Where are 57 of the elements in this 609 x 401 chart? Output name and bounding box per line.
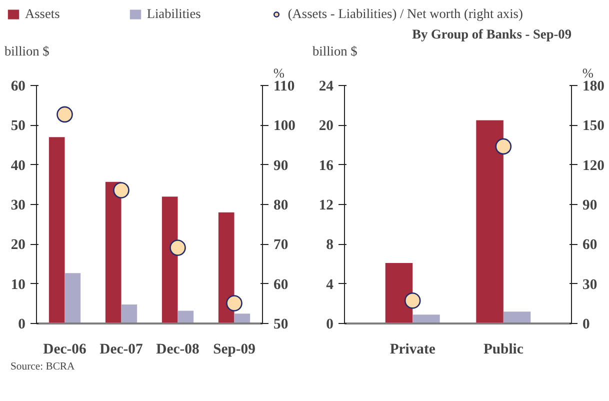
bar: [162, 196, 178, 324]
y2-tick-label: 70: [274, 237, 288, 254]
point: [170, 240, 186, 256]
point: [226, 295, 242, 312]
y-tick-label: 4: [326, 276, 334, 293]
legend-label: Assets: [25, 6, 60, 22]
y2-tick-label: 150: [582, 118, 604, 134]
bar: [121, 304, 138, 324]
y-tick-label: 50: [10, 118, 26, 134]
source-note: Source: BCRA: [10, 362, 76, 372]
bar: [48, 137, 65, 324]
y2-tick-label: 60: [582, 237, 598, 254]
y2-tick-label: 110: [274, 78, 295, 94]
y-axis-title: billion $: [4, 44, 50, 58]
x-tick-label: Private: [390, 342, 436, 358]
y2-tick-label: 80: [274, 198, 288, 214]
y2-axis-title: %: [273, 66, 285, 80]
y-tick-label: 40: [10, 158, 26, 174]
y-tick-label: 0: [326, 316, 334, 332]
y-axis-title: billion $: [312, 44, 358, 58]
x-tick-label: Dec-08: [156, 342, 200, 358]
y2-tick-label: 100: [274, 118, 296, 134]
bar: [412, 314, 440, 324]
bar: [218, 212, 234, 324]
y-tick-label: 60: [10, 78, 26, 94]
point: [113, 182, 130, 198]
y2-tick-label: 60: [274, 276, 288, 293]
y2-tick-label: 0: [582, 316, 590, 332]
y-tick-label: 20: [10, 237, 26, 254]
y-tick-label: 16: [318, 158, 334, 174]
y2-tick-label: 50: [274, 316, 288, 332]
point: [56, 106, 73, 123]
bar: [105, 182, 122, 324]
y2-tick-label: 180: [582, 78, 604, 94]
y-tick-label: 24: [318, 78, 334, 94]
x-tick-label: Public: [483, 342, 524, 358]
legend-label: (Assets - Liabilities) / Net worth (right axis): [288, 6, 523, 22]
y2-tick-label: 120: [582, 158, 604, 174]
bar: [385, 263, 413, 324]
y2-tick-label: 90: [582, 198, 598, 214]
y-tick-label: 12: [318, 198, 334, 214]
y2-tick-label: 30: [582, 276, 598, 293]
x-tick-label: Dec-07: [100, 342, 143, 358]
bar: [64, 273, 81, 324]
bar: [476, 120, 504, 324]
bar: [503, 312, 531, 324]
y-tick-label: 8: [326, 237, 334, 254]
y2-tick-label: 90: [274, 158, 288, 174]
y-tick-label: 30: [10, 198, 26, 214]
y-tick-label: 10: [10, 276, 26, 293]
chart-title: By Group of Banks - Sep-09: [412, 26, 572, 42]
x-tick-label: Sep-09: [213, 342, 256, 358]
legend-label: Liabilities: [146, 6, 201, 22]
y-tick-label: 20: [318, 118, 334, 134]
y-tick-label: 0: [18, 316, 26, 332]
y2-axis-title: %: [582, 66, 594, 80]
x-tick-label: Dec-06: [43, 342, 86, 358]
